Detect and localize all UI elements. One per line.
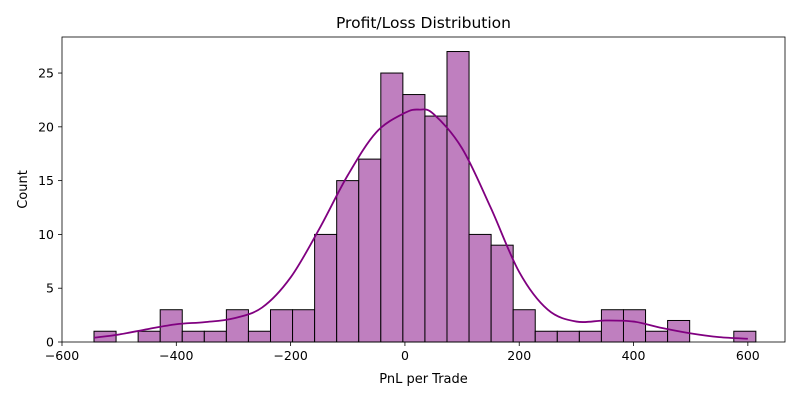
histogram-bar bbox=[203, 330, 227, 343]
x-tick-label: −600 bbox=[45, 348, 79, 363]
histogram-bar bbox=[292, 309, 316, 343]
histogram-bar bbox=[490, 244, 514, 343]
kde-line bbox=[93, 108, 748, 340]
histogram-bar bbox=[512, 309, 536, 343]
x-axis-ticks: −600 −400 −200 0 200 400 600 bbox=[45, 342, 760, 363]
x-tick-label: −400 bbox=[159, 348, 193, 363]
histogram-bar bbox=[600, 309, 624, 343]
histogram-bar bbox=[247, 330, 271, 343]
histogram-bar bbox=[137, 330, 161, 343]
x-axis-label: PnL per Trade bbox=[379, 372, 468, 387]
x-tick-label: 400 bbox=[622, 348, 646, 363]
x-tick-label: 600 bbox=[736, 348, 760, 363]
histogram-bar bbox=[358, 158, 382, 343]
chart-title: Profit/Loss Distribution bbox=[336, 14, 511, 32]
x-tick-label: 200 bbox=[507, 348, 531, 363]
histogram-bar bbox=[424, 115, 448, 343]
plot-frame bbox=[61, 36, 786, 343]
histogram-bar bbox=[578, 330, 602, 343]
histogram-bar bbox=[645, 330, 669, 343]
y-tick-label: 15 bbox=[38, 173, 54, 188]
y-tick-label: 0 bbox=[46, 335, 54, 350]
y-axis-ticks: 0 5 10 15 20 25 bbox=[38, 66, 62, 350]
histogram-bar bbox=[556, 330, 580, 343]
histogram-bar bbox=[534, 330, 558, 343]
y-tick-label: 25 bbox=[38, 66, 54, 81]
x-tick-label: 0 bbox=[401, 348, 409, 363]
histogram-bar bbox=[314, 233, 338, 343]
y-axis-label: Count bbox=[16, 170, 31, 209]
bars-group bbox=[93, 51, 757, 343]
histogram-bar bbox=[336, 180, 360, 343]
histogram-bar bbox=[181, 330, 205, 343]
histogram-bar bbox=[402, 94, 426, 343]
kde-group bbox=[93, 108, 748, 340]
histogram-bar bbox=[380, 72, 404, 343]
x-tick-label: −200 bbox=[273, 348, 307, 363]
histogram-bar bbox=[446, 51, 470, 343]
histogram-bar bbox=[269, 309, 294, 343]
histogram-bar bbox=[622, 309, 647, 343]
y-tick-label: 10 bbox=[38, 227, 54, 242]
histogram-bar bbox=[733, 330, 757, 343]
histogram-bar bbox=[468, 233, 492, 343]
y-tick-label: 20 bbox=[38, 119, 54, 134]
y-tick-label: 5 bbox=[46, 281, 54, 296]
